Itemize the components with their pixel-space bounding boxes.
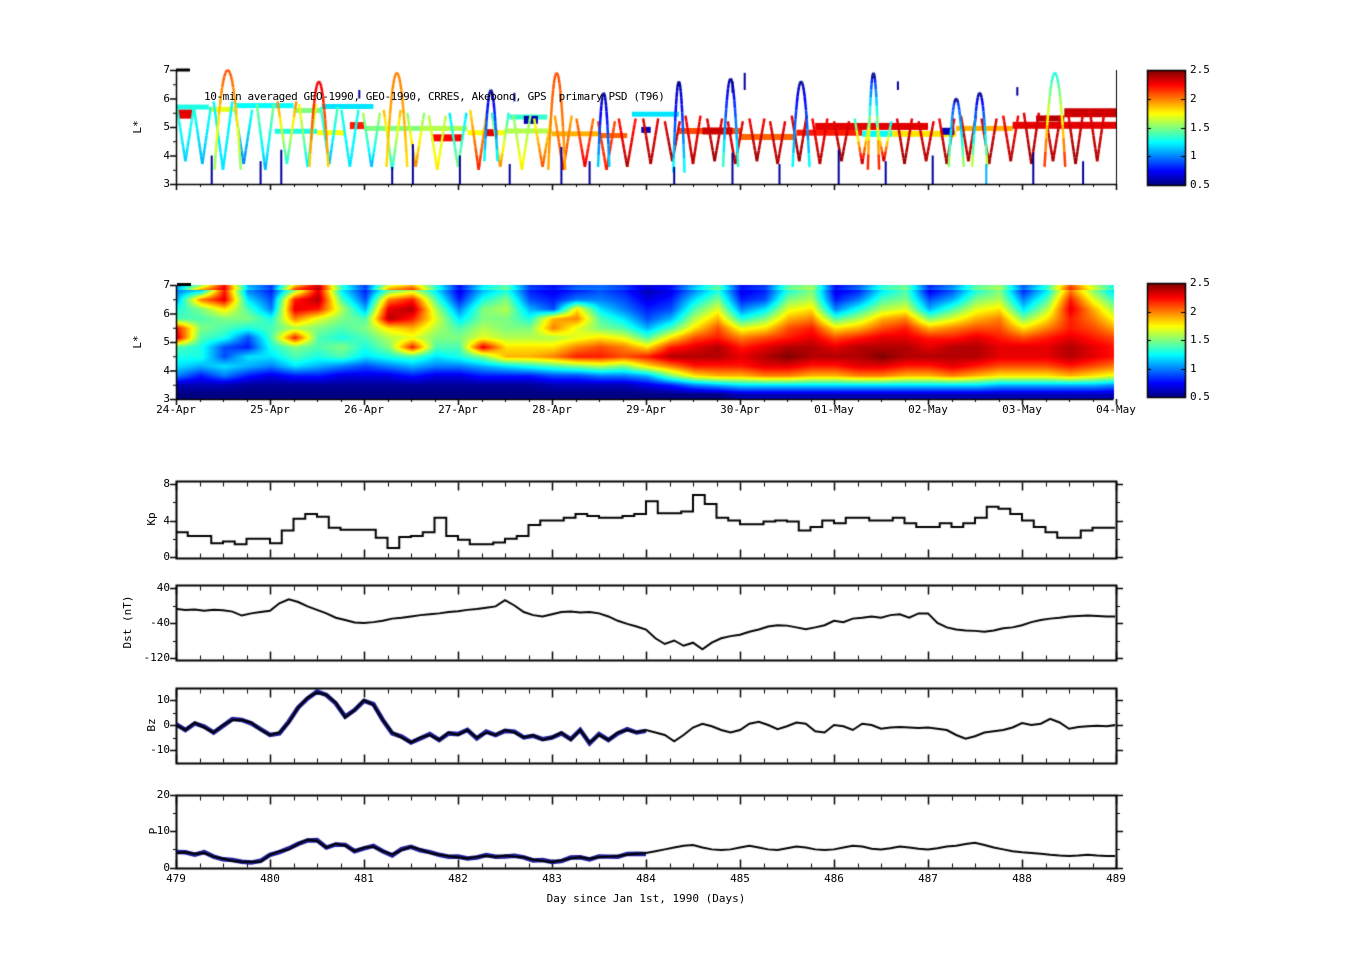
date-label: 25-Apr [250,403,290,416]
xtick-day: 487 [918,872,938,885]
date-label: 01-May [814,403,854,416]
xtick-day: 482 [448,872,468,885]
date-label: 04-May [1096,403,1136,416]
xtick-day: 484 [636,872,656,885]
ytick-bz: 0 [163,718,170,731]
xtick-day: 485 [730,872,750,885]
xaxis-label: Day since Jan 1st, 1990 (Days) [546,892,746,905]
date-label: 27-Apr [438,403,478,416]
ytick-bz: 10 [156,693,170,706]
colorbar-spectrogram-tick: 2.5 [1190,276,1210,289]
ytick-lstar-top: 5 [163,120,170,133]
ytick-p: 0 [163,860,170,874]
colorbar-spectrogram-tick: 1 [1190,361,1197,375]
colorbar-top-tick: 1 [1190,149,1197,163]
date-label: 28-Apr [532,403,572,416]
xtick-day: 489 [1106,872,1126,885]
ytick-dst: -120 [143,651,171,664]
date-label: 26-Apr [344,403,384,416]
ytick-dst: 40 [156,581,170,594]
ytick-lstar-spectrogram: 6 [163,306,170,320]
ytick-p: 10 [156,824,170,838]
xtick-day: 486 [824,872,844,885]
ytick-lstar-top: 3 [163,177,170,190]
colorbar-spectrogram-tick: 0.5 [1190,390,1210,403]
ytick-lstar-top: 7 [163,63,170,76]
ytick-kp: 4 [163,513,170,527]
ytick-lstar-spectrogram: 7 [163,278,170,291]
ytick-lstar-top: 6 [163,91,170,105]
ytick-p: 20 [156,788,170,801]
plot-title: 10-min averaged GEO-1990, GEO-1990, CRRE… [204,90,665,103]
ytick-dst: -40 [150,616,170,629]
xtick-day: 481 [354,872,374,885]
xtick-day: 488 [1012,872,1032,885]
date-label: 03-May [1002,403,1042,416]
xtick-day: 479 [166,872,186,885]
ytick-bz: -10 [150,743,170,756]
ytick-lstar-spectrogram: 3 [163,392,170,405]
ytick-lstar-spectrogram: 5 [163,335,170,348]
xtick-day: 483 [542,872,562,885]
ytick-kp: 8 [163,477,170,490]
colorbar-top-tick: 2.5 [1190,63,1210,76]
xtick-day: 480 [260,872,280,885]
date-label: 29-Apr [626,403,666,416]
date-label: 30-Apr [720,403,760,416]
date-label: 02-May [908,403,948,416]
colorbar-top-tick: 0.5 [1190,178,1210,191]
date-label: 24-Apr [156,403,196,416]
ytick-lstar-spectrogram: 4 [163,363,170,377]
colorbar-top-tick: 2 [1190,91,1197,105]
colorbar-top-tick: 1.5 [1190,120,1210,134]
colorbar-spectrogram-tick: 2 [1190,304,1197,318]
ytick-kp: 0 [163,550,170,563]
ytick-lstar-top: 4 [163,148,170,162]
colorbar-spectrogram-tick: 1.5 [1190,333,1210,346]
